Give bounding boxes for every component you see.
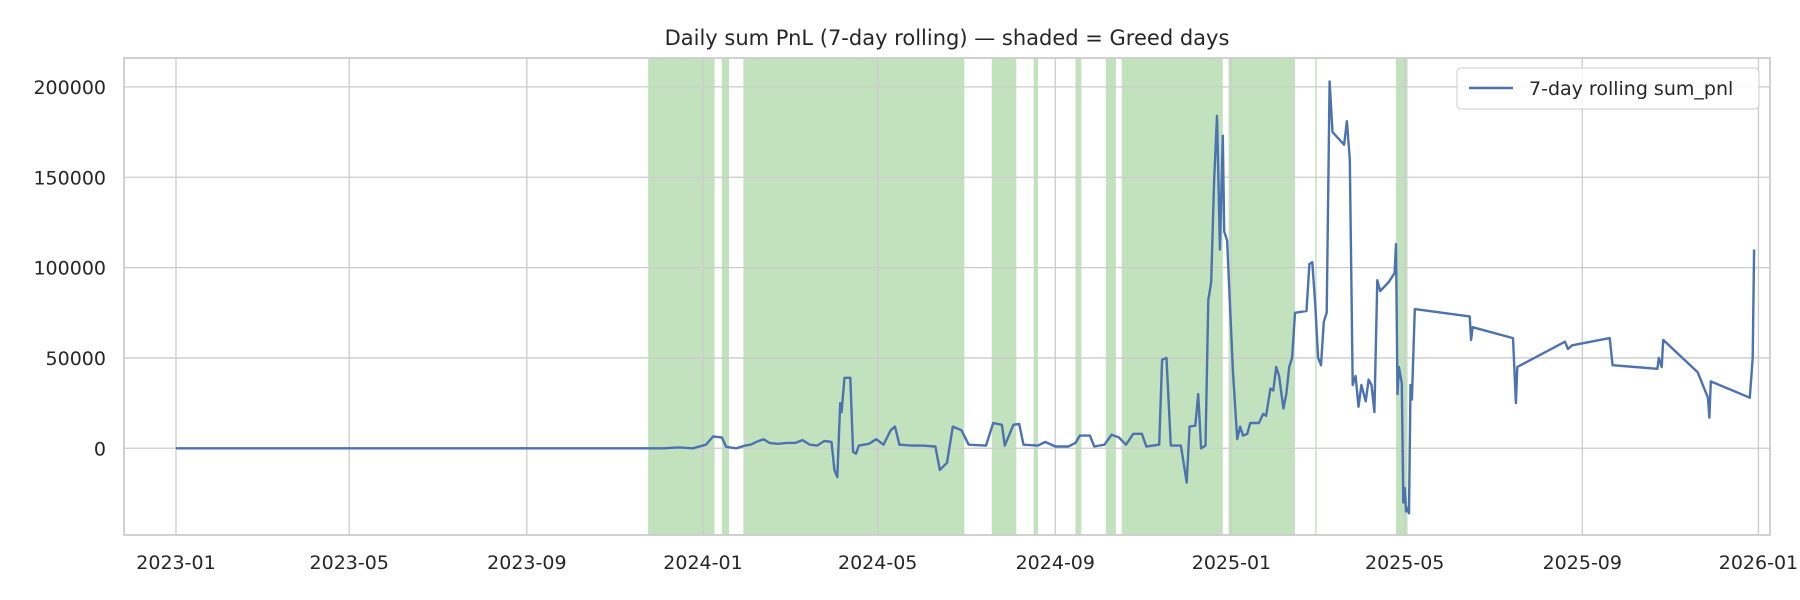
line-layer — [176, 80, 1756, 515]
y-tick-label: 100000 — [33, 258, 106, 280]
x-axis-ticks: 2023-01 2023-05 2023-09 2024-01 2024-05 2024-… — [136, 552, 1798, 574]
greed-shaded-region — [743, 58, 965, 535]
series-line-7-day-rolling-sum-pnl — [176, 80, 1756, 515]
y-tick-label: 200000 — [33, 77, 106, 99]
x-tick-label: 2024-01 — [663, 552, 742, 574]
greed-shaded-region — [1105, 58, 1116, 535]
legend: 7-day rolling sum_pnl — [1456, 67, 1760, 110]
greed-shaded-region — [1121, 58, 1223, 535]
chart-title: Daily sum PnL (7-day rolling) — shaded =… — [665, 26, 1230, 50]
greed-shaded-region — [1315, 58, 1317, 535]
x-tick-label: 2023-01 — [136, 552, 215, 574]
x-tick-label: 2023-05 — [310, 552, 389, 574]
axes-spine — [123, 57, 1771, 536]
x-tick-label: 2025-09 — [1543, 552, 1622, 574]
plot-area — [123, 57, 1771, 536]
x-tick-label: 2025-01 — [1192, 552, 1271, 574]
axes-frame — [123, 57, 1771, 536]
y-axis-ticks: 0 50000 100000 150000 200000 — [33, 77, 106, 460]
greed-shaded-region — [648, 58, 715, 535]
legend-label: 7-day rolling sum_pnl — [1529, 78, 1733, 100]
x-tick-label: 2024-09 — [1016, 552, 1095, 574]
y-tick-label: 0 — [94, 438, 106, 460]
greed-shaded-region — [1033, 58, 1038, 535]
greed-shaded-region — [991, 58, 1017, 535]
x-tick-label: 2025-05 — [1365, 552, 1444, 574]
greed-shaded-region — [721, 58, 729, 535]
x-tick-label: 2026-01 — [1719, 552, 1798, 574]
x-tick-label: 2024-05 — [838, 552, 917, 574]
legend-box — [1456, 67, 1760, 110]
greed-shaded-region — [1396, 58, 1408, 535]
x-tick-label: 2023-09 — [487, 552, 566, 574]
y-tick-label: 150000 — [33, 167, 106, 189]
greed-shaded-region — [1075, 58, 1082, 535]
y-tick-label: 50000 — [46, 348, 106, 370]
greed-shaded-region — [1228, 58, 1295, 535]
